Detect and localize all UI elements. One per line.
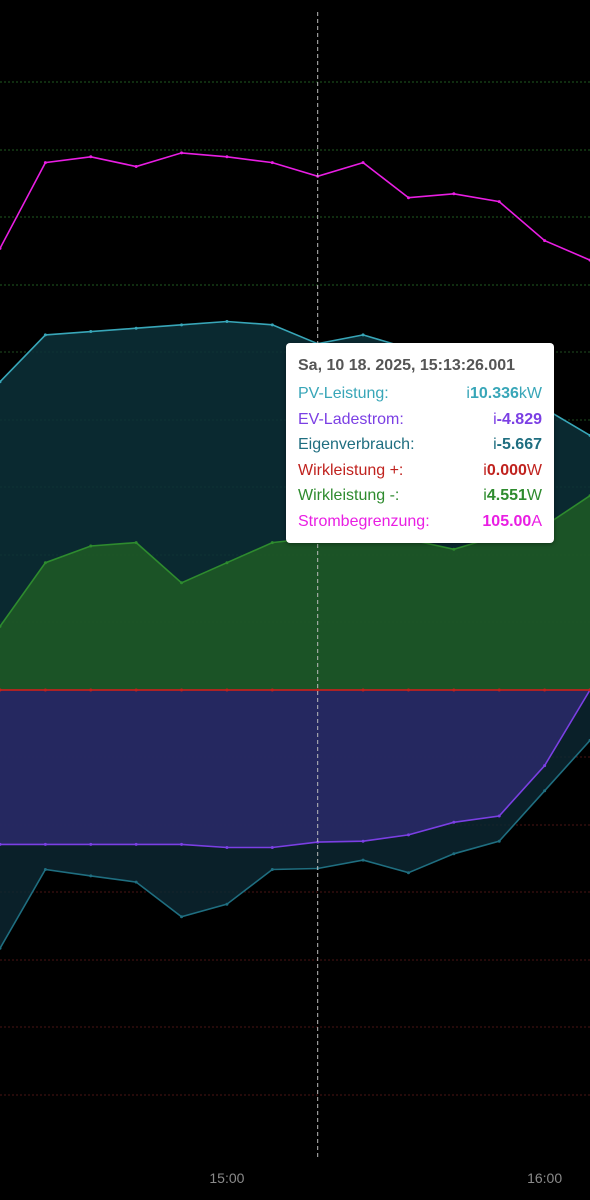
tooltip-row: Wirkleistung -: i4.551W	[298, 483, 542, 509]
data-point	[43, 842, 47, 846]
tooltip-label: EV-Ladestrom:	[298, 410, 404, 428]
data-point	[89, 544, 93, 548]
tooltip-value: i10.336kW	[466, 385, 542, 402]
data-point	[89, 155, 93, 159]
data-point	[361, 858, 365, 862]
x-tick-label: 15:00	[209, 1170, 245, 1186]
data-point	[270, 846, 274, 849]
data-point	[0, 380, 2, 384]
line-strombegrenzung	[0, 152, 590, 261]
data-point	[180, 842, 184, 846]
data-point	[406, 833, 410, 837]
data-point	[497, 839, 501, 843]
data-point	[0, 246, 2, 250]
area-ev-ladestrom	[0, 690, 590, 848]
tooltip-value: 105.00A	[482, 512, 542, 530]
data-point	[270, 541, 274, 545]
data-point	[43, 161, 47, 165]
data-point	[89, 842, 93, 846]
data-point	[43, 868, 47, 872]
data-point	[89, 874, 93, 878]
data-point	[134, 165, 138, 168]
data-point	[180, 323, 184, 327]
data-point	[361, 333, 365, 337]
data-point	[452, 192, 456, 196]
data-point	[180, 151, 184, 155]
data-point	[361, 161, 365, 165]
data-point	[406, 196, 410, 200]
data-point	[225, 155, 229, 159]
tooltip-row: Wirkleistung +: i0.000W	[298, 458, 542, 484]
data-point	[270, 323, 274, 327]
tooltip-row: PV-Leistung: i10.336kW	[298, 381, 542, 407]
data-point	[270, 161, 274, 165]
data-point	[497, 814, 501, 818]
data-point	[452, 852, 456, 856]
area-wirkleistung-	[0, 495, 590, 690]
data-point	[225, 320, 229, 323]
tooltip-value: i0.000W	[483, 461, 542, 479]
data-point	[225, 846, 229, 849]
data-point	[0, 624, 2, 628]
tooltip-label: PV-Leistung:	[298, 385, 389, 402]
data-point	[406, 871, 410, 875]
data-point	[43, 561, 47, 565]
tooltip-title: Sa, 10 18. 2025, 15:13:26.001	[298, 357, 516, 374]
data-point	[452, 820, 456, 824]
data-point	[543, 764, 547, 768]
line-ev-ladestrom	[0, 689, 590, 849]
tooltip-value: i-4.829	[493, 410, 542, 428]
data-point	[497, 200, 501, 204]
data-point	[543, 239, 547, 243]
data-point	[316, 840, 320, 844]
data-point	[270, 868, 274, 872]
data-point	[43, 333, 47, 337]
tooltip-value: i-5.667	[493, 436, 542, 453]
tooltip-row: Strombegrenzung: 105.00A	[298, 509, 542, 535]
data-point	[0, 946, 2, 950]
data-point	[225, 902, 229, 906]
tooltip-row: EV-Ladestrom: i-4.829	[298, 407, 542, 433]
data-point	[134, 842, 138, 846]
data-point	[452, 547, 456, 551]
data-point	[180, 581, 184, 585]
tooltip-value: i4.551W	[483, 487, 542, 504]
tooltip-label: Wirkleistung -:	[298, 487, 400, 504]
data-point	[225, 561, 229, 565]
tooltip-label: Wirkleistung +:	[298, 461, 404, 479]
data-point	[89, 330, 93, 334]
tooltip-label: Strombegrenzung:	[298, 512, 430, 530]
tooltip-row: Eigenverbrauch: i-5.667	[298, 432, 542, 458]
data-point	[180, 915, 184, 919]
data-point	[361, 839, 365, 843]
data-point	[134, 880, 138, 884]
data-point	[0, 842, 2, 846]
tooltip: Sa, 10 18. 2025, 15:13:26.001 PV-Leistun…	[286, 343, 554, 543]
data-point	[543, 789, 547, 793]
x-tick-label: 16:00	[527, 1170, 563, 1186]
data-point	[134, 541, 138, 545]
data-point	[134, 326, 138, 330]
line-eigenverbrauch	[0, 739, 590, 949]
tooltip-label: Eigenverbrauch:	[298, 436, 415, 453]
